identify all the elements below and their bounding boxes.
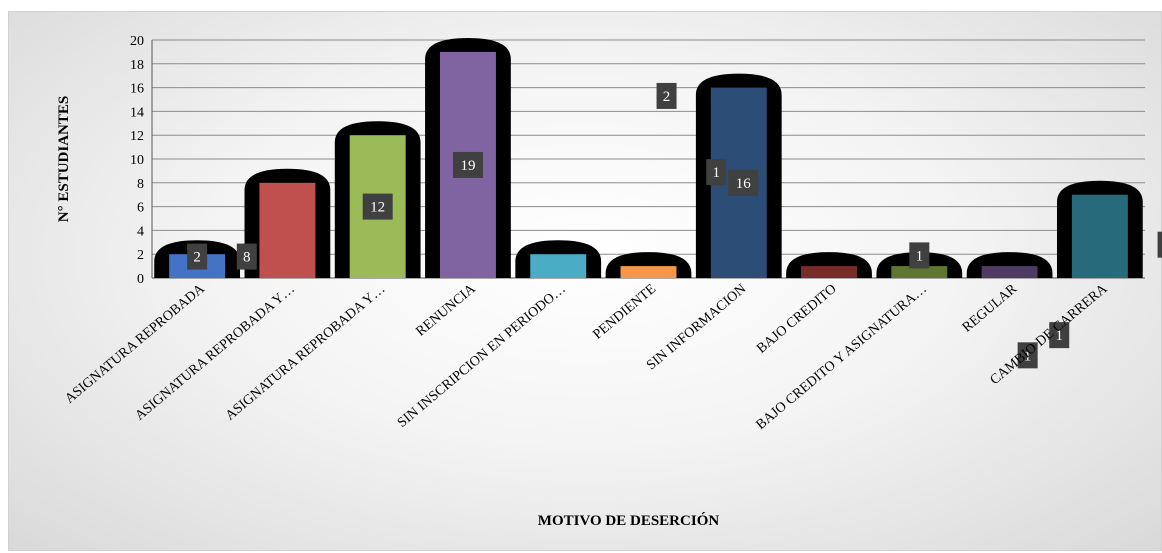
y-tick-label: 14: [130, 105, 144, 120]
bar: [530, 254, 587, 278]
y-tick-label: 12: [130, 129, 144, 144]
bar: [620, 266, 677, 278]
data-label: 12: [370, 200, 385, 216]
x-category-label: RENUNCIA: [413, 281, 479, 340]
y-tick-label: 16: [130, 82, 144, 97]
x-category-label: BAJO CREDITO: [754, 282, 839, 357]
y-axis-title: N° ESTUDIANTES: [56, 96, 72, 222]
x-category-label: ASIGNATURA REPROBADA Y…: [133, 282, 298, 424]
y-tick-label: 10: [130, 153, 144, 168]
x-category-label: REGULAR: [960, 281, 1021, 335]
data-label-box: [452, 151, 483, 178]
y-tick-label: 6: [137, 201, 144, 216]
data-label-box: [656, 82, 677, 109]
x-category-label: ASIGNATURA REPROBADA: [62, 281, 208, 407]
data-label-box: [362, 193, 393, 220]
y-tick-label: 8: [137, 177, 144, 192]
y-tick-label: 20: [130, 34, 144, 49]
y-tick-label: 4: [137, 224, 144, 239]
data-label-box: [1157, 231, 1162, 258]
data-label: 1: [1024, 348, 1032, 364]
x-category-label: SIN INSCRIPCION EN PERIODO…: [395, 282, 569, 431]
bar: [891, 266, 948, 278]
bar: [981, 266, 1038, 278]
data-label: 1: [712, 165, 720, 181]
data-label-box: [187, 243, 208, 270]
data-label: 19: [460, 158, 475, 174]
data-label: 1: [916, 248, 924, 264]
data-label-box: [706, 159, 727, 186]
data-label: 2: [663, 89, 671, 105]
data-label-box: [909, 242, 930, 269]
bar: [259, 182, 316, 278]
x-category-label: PENDIENTE: [590, 282, 659, 343]
data-label: 16: [736, 176, 752, 192]
x-axis-title: MOTIVO DE DESERCIÓN: [538, 512, 720, 529]
data-label: 2: [193, 250, 201, 266]
data-label: 1: [1055, 328, 1063, 344]
x-category-label: BAJO CREDITO Y ASIGNATURA…: [754, 282, 930, 433]
chart-area: [8, 11, 1162, 551]
bar: [1071, 194, 1128, 278]
data-label-box: [1049, 322, 1070, 349]
data-label-box: [236, 243, 257, 270]
data-label: 8: [243, 250, 251, 266]
x-category-label: ASIGNATURA REPROBADA Y…: [223, 282, 388, 424]
data-label-box: [1017, 342, 1038, 369]
data-label-box: [728, 169, 759, 196]
x-category-label: SIN INFORMACION: [644, 282, 749, 374]
bar: [801, 266, 858, 278]
y-tick-label: 0: [137, 272, 144, 287]
y-tick-label: 18: [130, 58, 144, 73]
y-tick-label: 2: [137, 248, 144, 263]
